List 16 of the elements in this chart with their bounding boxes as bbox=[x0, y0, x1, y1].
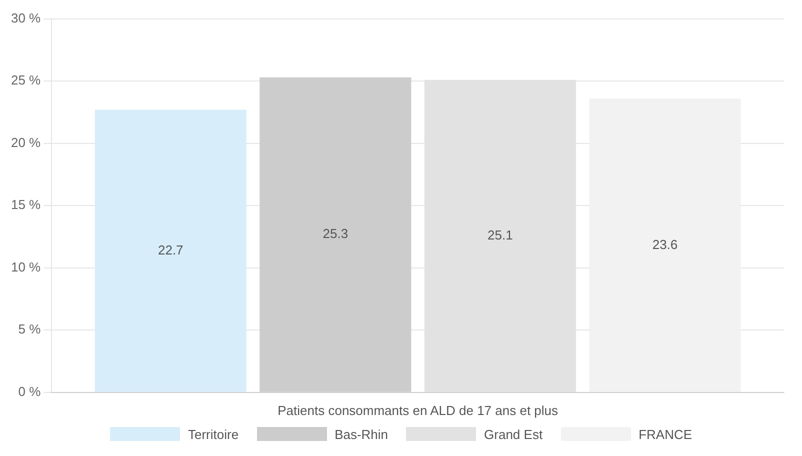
text: Territoire bbox=[188, 426, 239, 442]
y-tick-label: 0 % bbox=[18, 384, 42, 399]
text: Bas-Rhin bbox=[334, 426, 388, 442]
y-tick-label: 30 % bbox=[10, 10, 42, 26]
y-tick-label: 10 % bbox=[10, 259, 42, 274]
y-tick-label: 15 % bbox=[10, 197, 42, 212]
y-tick-label: 20 % bbox=[10, 134, 42, 150]
data-label: 23.6 bbox=[652, 236, 678, 252]
y-tick-label: 5 % bbox=[18, 322, 42, 337]
data-label: 25.1 bbox=[488, 227, 513, 242]
x-tick-label: Patients consommants en ALD de 17 ans et plus bbox=[278, 402, 559, 418]
text: Grand Est bbox=[484, 426, 543, 442]
text: FRANCE bbox=[638, 426, 692, 442]
y-tick-label: 25 % bbox=[10, 72, 42, 88]
data-label: 25.3 bbox=[322, 226, 348, 242]
data-label: 22.7 bbox=[158, 242, 184, 258]
